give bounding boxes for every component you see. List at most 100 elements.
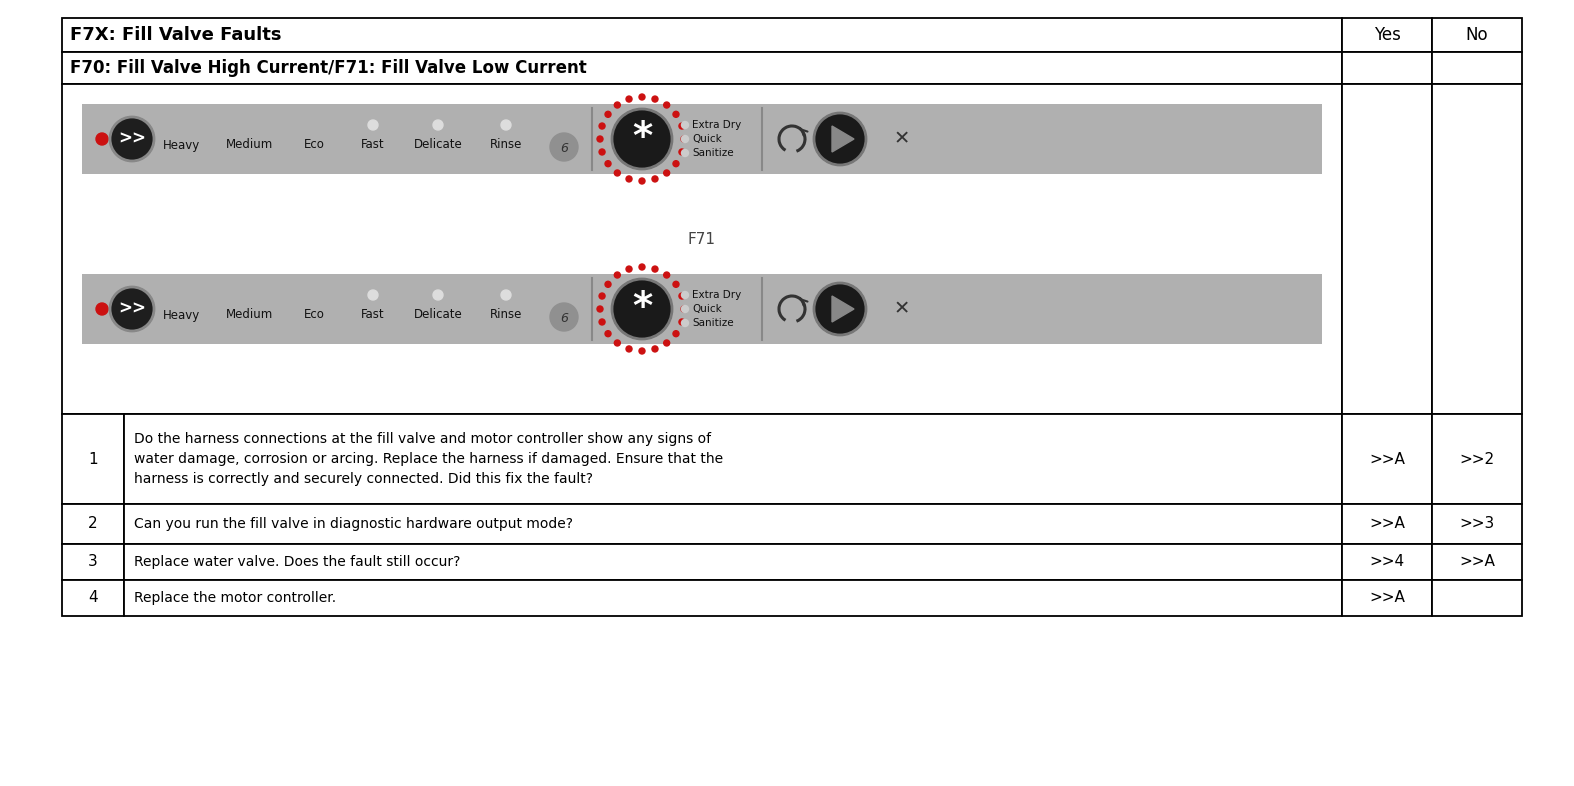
Circle shape <box>96 303 109 315</box>
Bar <box>1343 18 1432 52</box>
Text: F70: Fill Valve High Current/F71: Fill Valve Low Current: F70: Fill Valve High Current/F71: Fill V… <box>69 59 587 77</box>
Bar <box>61 580 124 616</box>
Circle shape <box>597 136 603 142</box>
Text: Extra Dry: Extra Dry <box>693 290 741 300</box>
Bar <box>1343 580 1432 616</box>
Circle shape <box>652 96 658 102</box>
Circle shape <box>682 136 686 142</box>
Circle shape <box>664 340 669 346</box>
Circle shape <box>678 149 685 155</box>
Bar <box>1432 544 1522 580</box>
Text: Sanitize: Sanitize <box>693 148 733 158</box>
Text: Heavy: Heavy <box>164 308 200 321</box>
Circle shape <box>652 266 658 272</box>
Circle shape <box>600 319 604 325</box>
Text: >>A: >>A <box>1369 516 1406 531</box>
Text: Replace the motor controller.: Replace the motor controller. <box>134 591 337 605</box>
Circle shape <box>626 266 633 272</box>
Bar <box>61 84 1343 414</box>
Bar <box>1343 504 1432 544</box>
Circle shape <box>682 149 688 156</box>
Circle shape <box>433 290 442 300</box>
Bar <box>1343 544 1432 580</box>
Text: ✕: ✕ <box>894 299 910 318</box>
Circle shape <box>814 283 866 335</box>
Text: *: * <box>631 289 652 327</box>
Circle shape <box>600 149 604 155</box>
Circle shape <box>664 102 669 108</box>
Bar <box>1432 18 1522 52</box>
Text: >>3: >>3 <box>1459 516 1495 531</box>
Circle shape <box>549 303 578 331</box>
Bar <box>1432 52 1522 84</box>
Text: 4: 4 <box>88 590 98 605</box>
Circle shape <box>597 306 603 312</box>
Bar <box>61 504 124 544</box>
Circle shape <box>626 346 633 352</box>
Polygon shape <box>833 126 855 152</box>
Text: 1: 1 <box>88 451 98 467</box>
Bar <box>1343 414 1432 504</box>
Bar <box>61 414 124 504</box>
Circle shape <box>626 176 633 182</box>
Bar <box>61 544 124 580</box>
Bar <box>1343 52 1432 84</box>
Circle shape <box>652 346 658 352</box>
Text: Heavy: Heavy <box>164 138 200 152</box>
Text: Eco: Eco <box>304 138 324 152</box>
Text: Eco: Eco <box>304 308 324 321</box>
Circle shape <box>614 170 620 176</box>
Text: Quick: Quick <box>693 134 722 144</box>
Text: 3: 3 <box>88 554 98 570</box>
Circle shape <box>682 135 688 142</box>
Text: No: No <box>1465 26 1489 44</box>
Circle shape <box>600 293 604 299</box>
Circle shape <box>433 120 442 130</box>
Circle shape <box>678 293 685 299</box>
Circle shape <box>674 331 678 336</box>
Circle shape <box>682 122 688 128</box>
Text: Quick: Quick <box>693 304 722 314</box>
Circle shape <box>604 160 611 167</box>
Circle shape <box>501 120 512 130</box>
Bar <box>124 544 1343 580</box>
Text: Replace water valve. Does the fault still occur?: Replace water valve. Does the fault stil… <box>134 555 460 569</box>
Circle shape <box>368 290 378 300</box>
Text: >>A: >>A <box>1369 451 1406 467</box>
Text: >>: >> <box>118 300 146 318</box>
Bar <box>82 104 1322 174</box>
Circle shape <box>674 160 678 167</box>
Circle shape <box>639 94 645 100</box>
Circle shape <box>110 287 154 331</box>
Circle shape <box>678 123 685 129</box>
Bar <box>1432 84 1522 414</box>
Polygon shape <box>833 296 855 322</box>
Circle shape <box>626 96 633 102</box>
Text: Rinse: Rinse <box>490 308 523 321</box>
Bar <box>1343 84 1432 414</box>
Circle shape <box>674 281 678 288</box>
Text: Delicate: Delicate <box>414 308 463 321</box>
Text: Sanitize: Sanitize <box>693 318 733 328</box>
Circle shape <box>96 133 109 145</box>
Bar <box>61 52 1343 84</box>
Circle shape <box>639 348 645 354</box>
Bar <box>124 580 1343 616</box>
Circle shape <box>614 340 620 346</box>
Circle shape <box>682 306 688 313</box>
Circle shape <box>368 120 378 130</box>
Text: Do the harness connections at the fill valve and motor controller show any signs: Do the harness connections at the fill v… <box>134 432 711 446</box>
Circle shape <box>639 264 645 270</box>
Text: Rinse: Rinse <box>490 138 523 152</box>
Circle shape <box>664 272 669 278</box>
Circle shape <box>501 290 512 300</box>
Text: Medium: Medium <box>227 308 274 321</box>
Circle shape <box>682 306 686 312</box>
Bar <box>1432 414 1522 504</box>
Text: Extra Dry: Extra Dry <box>693 120 741 130</box>
Text: harness is correctly and securely connected. Did this fix the fault?: harness is correctly and securely connec… <box>134 472 593 486</box>
Circle shape <box>612 109 672 169</box>
Text: Fast: Fast <box>360 138 384 152</box>
Text: 2: 2 <box>88 516 98 531</box>
Circle shape <box>604 112 611 117</box>
